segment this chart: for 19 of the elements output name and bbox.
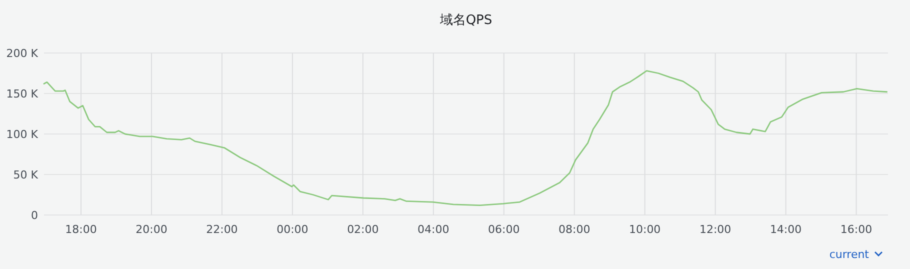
x-tick-label: 04:00 xyxy=(418,223,450,236)
x-tick-label: 20:00 xyxy=(136,223,168,236)
text: current xyxy=(829,248,870,261)
y-tick-label: 50 K xyxy=(13,168,39,182)
y-tick-label: 200 K xyxy=(6,47,39,60)
x-tick-label: 12:00 xyxy=(699,223,732,236)
x-tick-label: 22:00 xyxy=(206,223,238,236)
x-tick-label: 06:00 xyxy=(488,223,520,236)
x-tick-label: 02:00 xyxy=(347,223,379,236)
x-tick-label: 08:00 xyxy=(558,223,590,236)
x-tick-label: 14:00 xyxy=(770,223,802,236)
x-tick-label: 16:00 xyxy=(840,223,872,236)
y-tick-label: 0 xyxy=(31,209,38,222)
x-tick-label: 10:00 xyxy=(628,223,661,236)
y-tick-label: 100 K xyxy=(6,128,39,141)
y-tick-label: 150 K xyxy=(6,88,39,100)
chart-title: 域名QPS xyxy=(438,13,492,28)
x-tick-label: 00:00 xyxy=(276,223,308,236)
x-tick-label: 18:00 xyxy=(65,223,97,236)
